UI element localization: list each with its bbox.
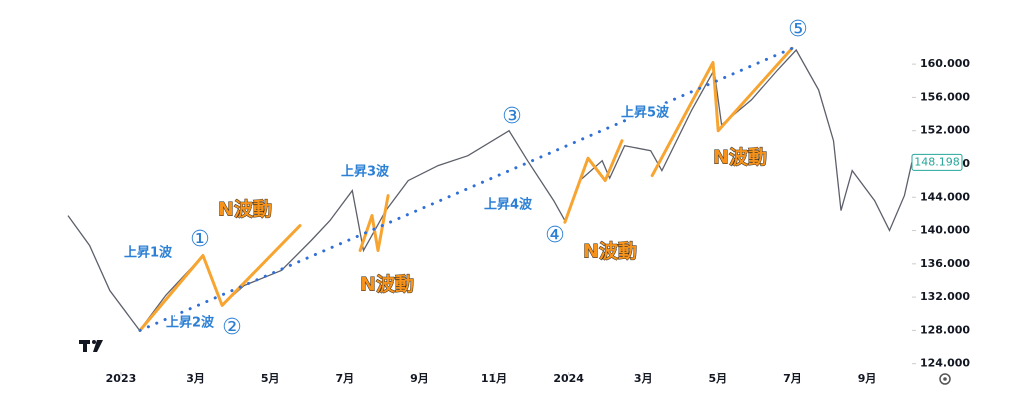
last-price-tag bbox=[911, 153, 963, 171]
y-tick-label: 132.000 bbox=[920, 290, 970, 303]
n-wave-line bbox=[563, 139, 624, 224]
n-wave-line bbox=[138, 224, 302, 332]
x-tick-label: 9月 bbox=[410, 372, 429, 385]
y-tick-label: 144.000 bbox=[920, 190, 970, 203]
x-tick-label: 7月 bbox=[783, 372, 802, 385]
x-tick-label: 9月 bbox=[858, 372, 877, 385]
n-wave-label: N波動 bbox=[360, 273, 414, 296]
wave-label: 上昇3波 bbox=[341, 164, 390, 180]
n-wave-label: N波動 bbox=[583, 240, 637, 263]
y-tick-label: 128.000 bbox=[920, 323, 970, 336]
x-tick-label: 2024 bbox=[553, 372, 584, 385]
wave-number: ② bbox=[222, 315, 242, 340]
y-tick-label: 124.000 bbox=[920, 357, 970, 370]
wave-number: ③ bbox=[502, 104, 522, 129]
n-wave-label: N波動 bbox=[218, 198, 272, 221]
wave-label: 上昇5波 bbox=[621, 105, 670, 121]
y-tick-label: 136.000 bbox=[920, 257, 970, 270]
wave-number: ① bbox=[190, 227, 210, 252]
wave-number: ④ bbox=[545, 223, 565, 248]
x-tick-label: 5月 bbox=[709, 372, 728, 385]
x-tick-label: 11月 bbox=[481, 372, 507, 385]
x-tick-label: 2023 bbox=[106, 372, 137, 385]
y-tick-label: 152.000 bbox=[920, 124, 970, 137]
wave-number: ⑤ bbox=[788, 17, 808, 42]
y-tick-label: 140.000 bbox=[920, 224, 970, 237]
settings-icon[interactable] bbox=[939, 373, 951, 385]
y-tick-label: 156.000 bbox=[920, 90, 970, 103]
wave-label: 上昇2波 bbox=[166, 315, 215, 331]
last-price-label: 148.198 bbox=[914, 155, 960, 168]
n-wave-line bbox=[650, 46, 794, 178]
y-tick-label: 160.000 bbox=[920, 57, 970, 70]
x-tick-label: 3月 bbox=[634, 372, 653, 385]
wave-label: 上昇1波 bbox=[124, 245, 173, 261]
n-wave-label: N波動 bbox=[713, 146, 767, 169]
x-tick-label: 7月 bbox=[335, 372, 354, 385]
x-tick-label: 5月 bbox=[261, 372, 280, 385]
x-tick-label: 3月 bbox=[186, 372, 205, 385]
trend-dotted-line bbox=[138, 46, 794, 332]
tradingview-logo bbox=[79, 340, 103, 352]
wave-label: 上昇4波 bbox=[484, 197, 533, 213]
